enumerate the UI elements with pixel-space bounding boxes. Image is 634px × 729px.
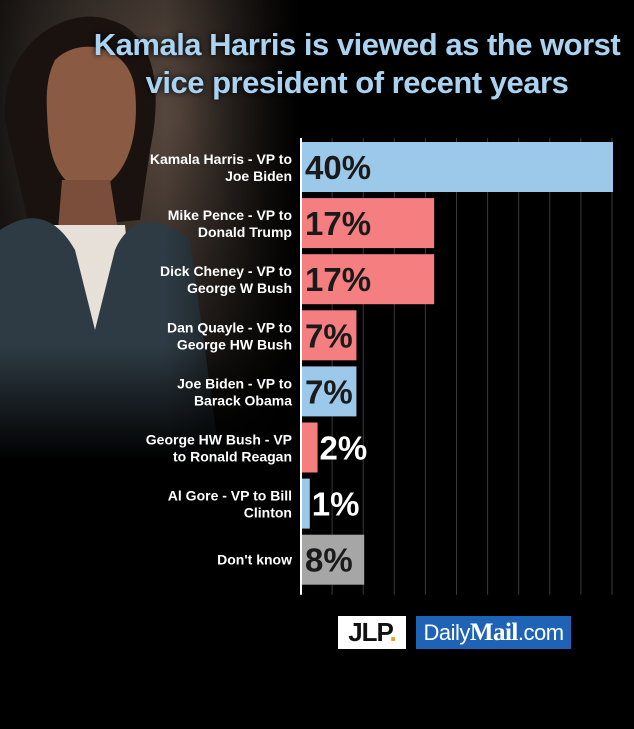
bar-value-label: 8%	[305, 542, 353, 579]
category-label: Joe Biden	[225, 168, 292, 184]
bar-value-label: 40%	[305, 149, 371, 186]
category-label: Dan Quayle - VP to	[167, 319, 292, 335]
bar	[302, 142, 613, 192]
category-label: George HW Bush	[177, 336, 292, 352]
logos: JLP. DailyMail.com	[338, 616, 571, 649]
bar	[302, 534, 365, 585]
category-label: Al Gore - VP to Bill	[168, 488, 292, 504]
bar-value-label: 7%	[305, 373, 353, 410]
bar-value-label: 2%	[320, 430, 368, 467]
bar-value-label: 7%	[305, 317, 353, 354]
chart-title-line-1: Kamala Harris is viewed as the worst	[93, 27, 621, 62]
category-label: Dick Cheney - VP to	[160, 263, 292, 279]
dailymail-logo: DailyMail.com	[416, 616, 571, 649]
category-label: Donald Trump	[198, 224, 292, 240]
category-label: Joe Biden - VP to	[177, 375, 292, 391]
category-label: to Ronald Reagan	[173, 449, 292, 465]
jlp-logo: JLP.	[338, 616, 406, 649]
category-label: Kamala Harris - VP to	[150, 151, 292, 167]
category-label: George W Bush	[187, 280, 292, 296]
bar	[302, 254, 435, 305]
category-label: Mike Pence - VP to	[168, 207, 292, 223]
bar	[302, 310, 357, 361]
bar	[302, 478, 310, 529]
category-label: Clinton	[244, 505, 292, 521]
bar-value-label: 1%	[312, 486, 360, 523]
category-label: George HW Bush - VP	[146, 432, 292, 448]
bar-value-label: 17%	[305, 205, 371, 242]
bar	[302, 366, 357, 417]
bar	[302, 198, 435, 249]
portrait-photo	[0, 0, 300, 460]
chart-title-line-2: vice president of recent years	[145, 65, 569, 100]
category-label: Barack Obama	[194, 392, 292, 408]
bar	[302, 422, 318, 473]
bar-value-label: 17%	[305, 261, 371, 298]
category-label: Don't know	[217, 552, 292, 568]
chart-title: Kamala Harris is viewed as the worst vic…	[92, 26, 622, 102]
